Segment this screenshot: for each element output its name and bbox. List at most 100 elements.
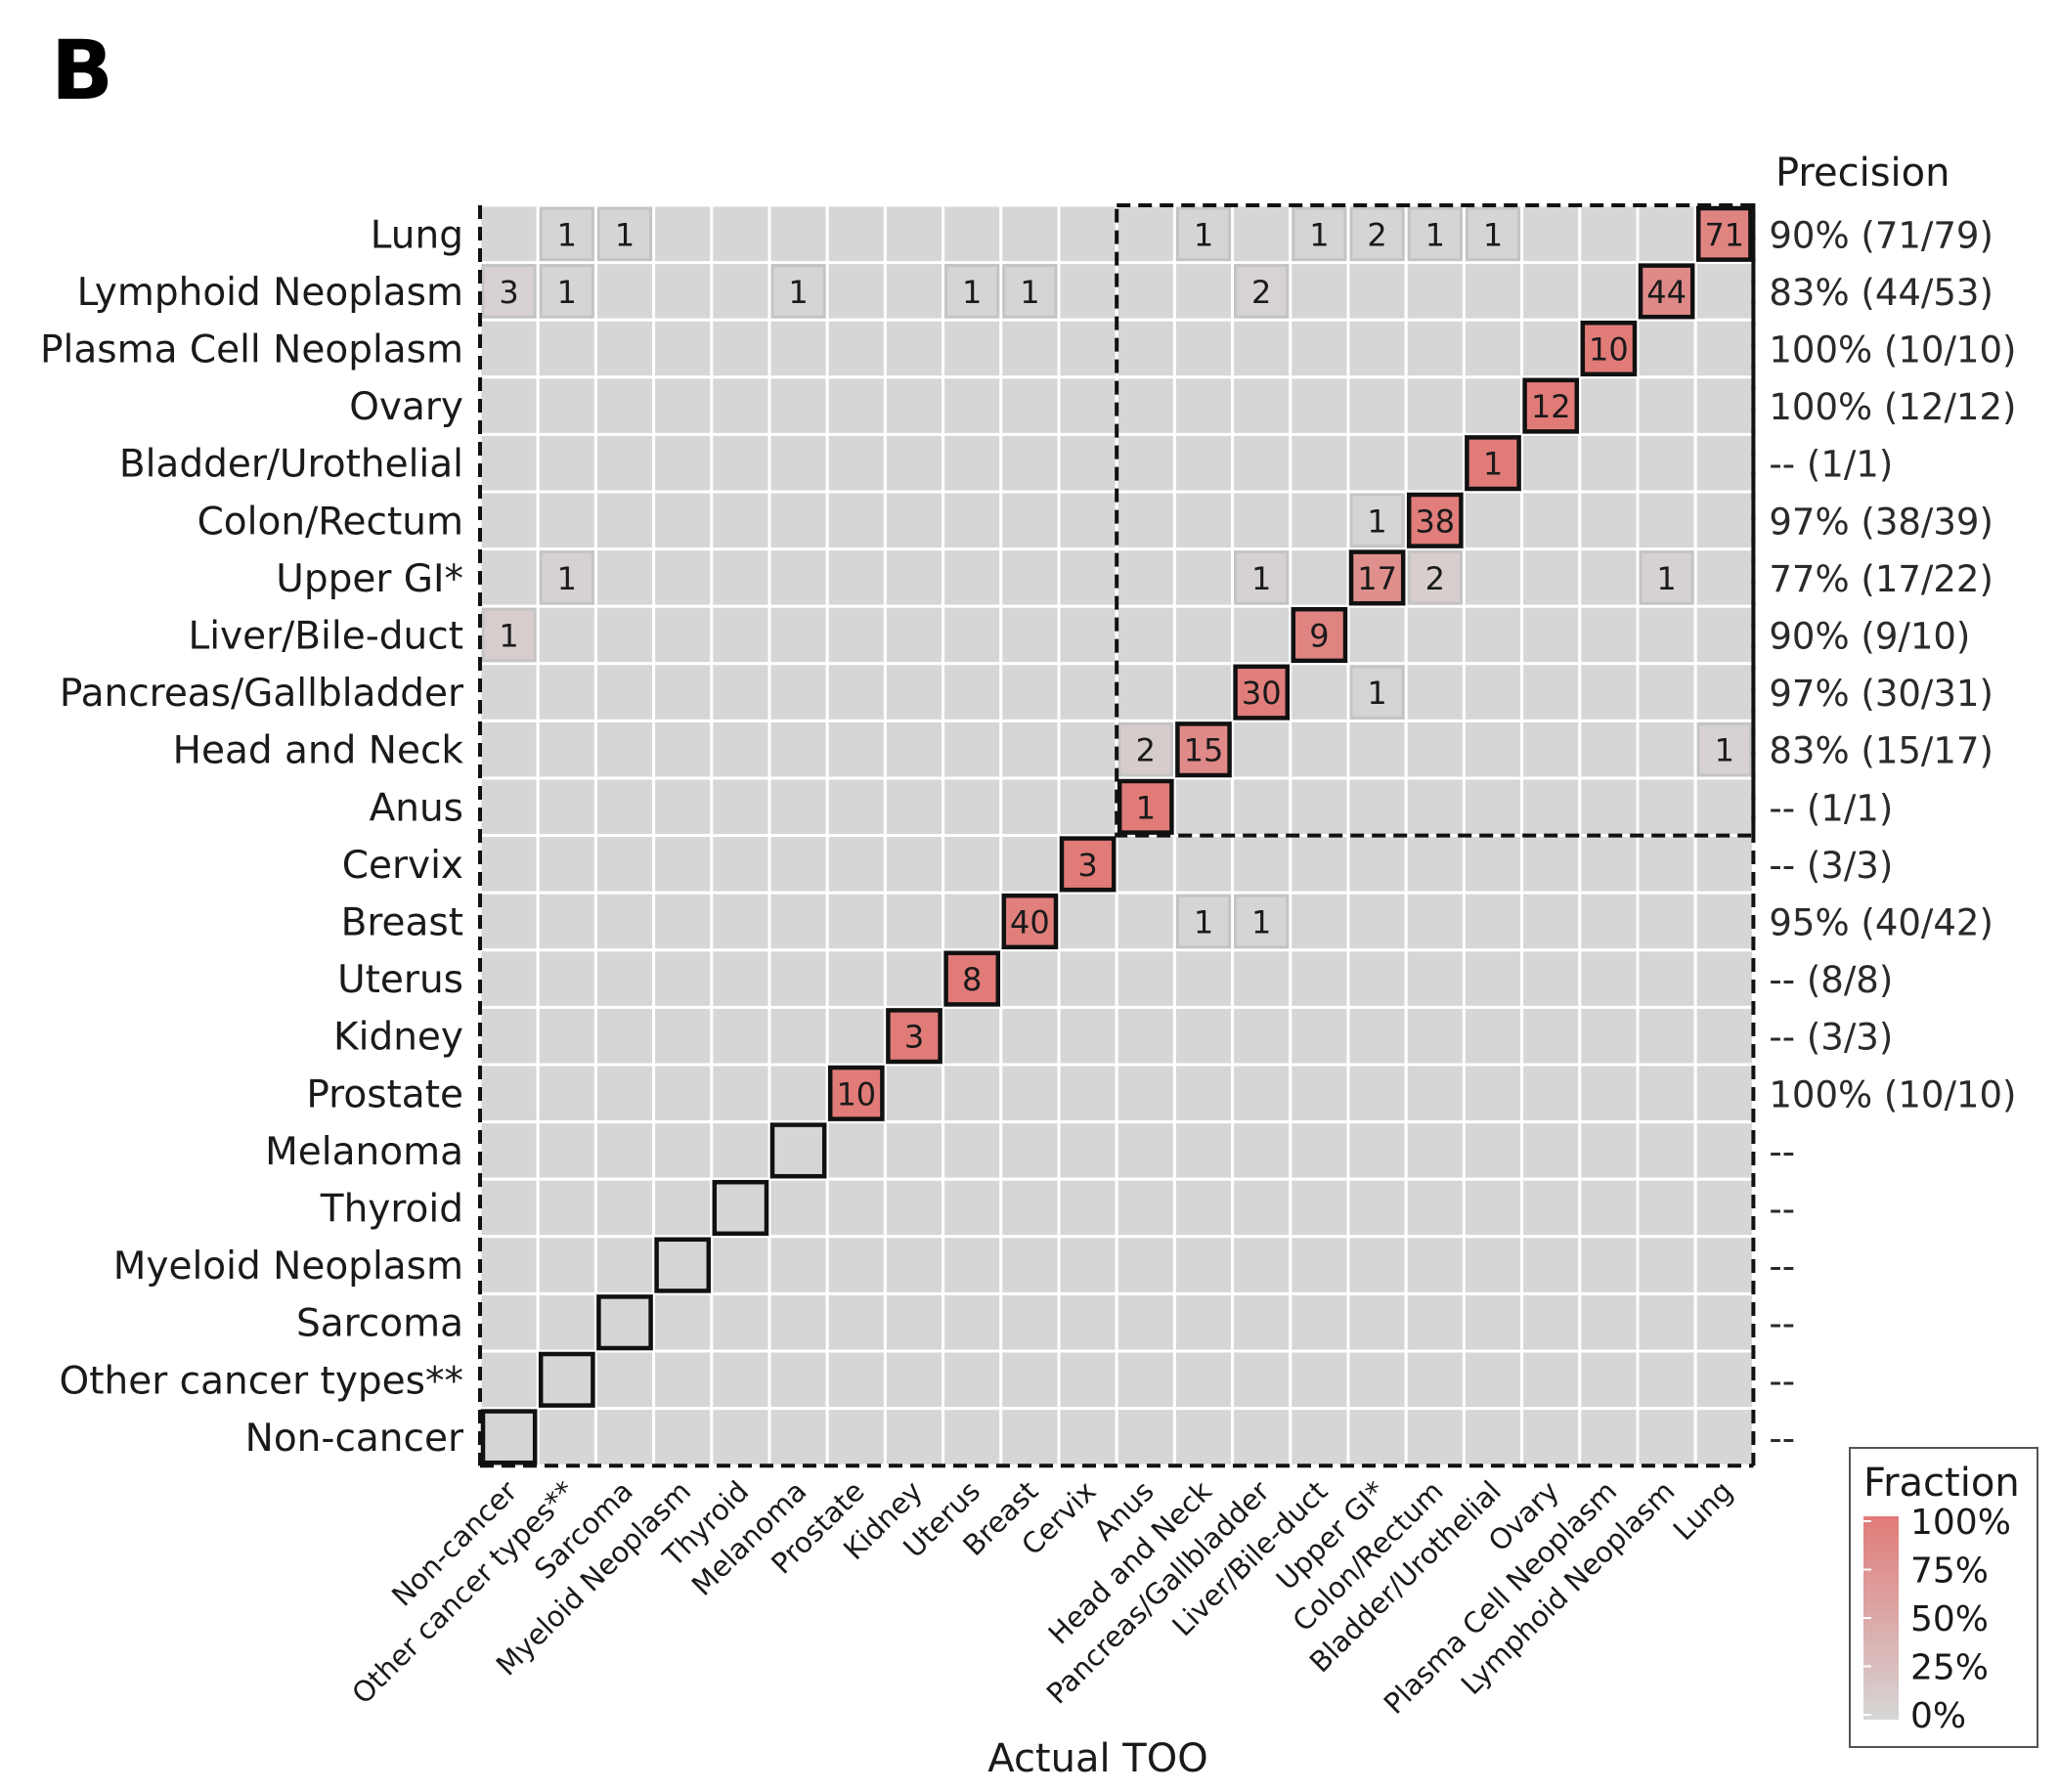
cell-outline [1234,550,1290,605]
cell-myeloid-neoplasm-x-plasma-cell-neoplasm [1578,1235,1640,1295]
cell-myeloid-neoplasm-x-melanoma [767,1235,829,1295]
cell-uterus-x-upper-gi [1346,948,1408,1009]
cell-lymphoid-neoplasm-x-lung [1693,261,1755,322]
cell-other-cancer-types-x-colon-rectum [1404,1349,1466,1411]
cell-colon-rectum-x-lung [1693,490,1755,551]
cell-bladder-urothelial-x-bladder-urothelial [1462,432,1524,494]
cell-upper-gi-x-head-and-neck [1172,547,1235,608]
y-tick-label: Myeloid Neoplasm [113,1245,463,1289]
cell-uterus-x-plasma-cell-neoplasm [1578,948,1640,1009]
cell-colon-rectum-x-liver-bile-duct [1289,490,1350,551]
cell-anus-x-lymphoid-neoplasm [1636,776,1697,838]
cell-outline [1349,665,1405,720]
cell-bladder-urothelial-x-lung [1693,432,1755,494]
cell-uterus-x-liver-bile-duct [1289,948,1350,1009]
cell-bladder-urothelial-x-breast [999,432,1061,494]
x-tick-label: Lung [1667,1474,1739,1547]
cell-myeloid-neoplasm-x-lymphoid-neoplasm [1636,1235,1697,1295]
cell-lymphoid-neoplasm-x-head-and-neck [1172,261,1235,322]
precision-value: -- [1769,1131,1795,1173]
cell-non-cancer-x-other-cancer-types [536,1407,597,1467]
cell-breast-x-other-cancer-types [536,891,597,952]
cell-lung-x-thyroid [710,203,771,265]
cell-uterus-x-head-and-neck [1172,948,1235,1009]
diagonal-box-upper-gi [1348,549,1406,606]
cell-plasma-cell-neoplasm-x-non-cancer [478,318,540,379]
cell-outline [770,264,826,319]
cell-liver-bile-duct-x-melanoma [767,604,829,666]
diagonal-box-sarcoma [596,1294,653,1351]
cell-non-cancer-x-ovary [1520,1407,1582,1467]
precision-value: 95% (40/42) [1769,902,1993,944]
cell-anus-x-ovary [1520,776,1582,838]
cell-value: 1 [1483,446,1503,483]
cell-thyroid-x-non-cancer [478,1177,540,1239]
cell-non-cancer-x-liver-bile-duct [1289,1407,1350,1467]
precision-value: -- [1769,1360,1795,1402]
cell-melanoma-x-ovary [1520,1120,1582,1181]
cell-bladder-urothelial-x-anus [1115,432,1176,494]
cell-colon-rectum-x-prostate [825,490,887,551]
cell-anus-x-cervix [1057,776,1118,838]
precision-value: 83% (44/53) [1769,272,1993,314]
cell-uterus-x-bladder-urothelial [1462,948,1524,1009]
cell-lung-x-melanoma [767,203,829,265]
dashed-region-box [1115,203,1756,838]
cell-lymphoid-neoplasm-x-uterus [942,261,1003,322]
cell-lymphoid-neoplasm-x-prostate [825,261,887,322]
cell-kidney-x-ovary [1520,1005,1582,1067]
cell-liver-bile-duct-x-upper-gi [1346,604,1408,666]
cell-liver-bile-duct-x-non-cancer [478,604,540,666]
cell-myeloid-neoplasm-x-cervix [1057,1235,1118,1295]
y-tick-label: Lymphoid Neoplasm [77,271,463,315]
cell-value: 2 [1251,274,1271,311]
cell-liver-bile-duct-x-bladder-urothelial [1462,604,1524,666]
cell-non-cancer-x-plasma-cell-neoplasm [1578,1407,1640,1467]
cell-kidney-x-lung [1693,1005,1755,1067]
cell-breast-x-plasma-cell-neoplasm [1578,891,1640,952]
cell-uterus-x-lymphoid-neoplasm [1636,948,1697,1009]
cell-bladder-urothelial-x-sarcoma [593,432,656,494]
cell-bladder-urothelial-x-upper-gi [1346,432,1408,494]
cell-pancreas-gallbladder-x-non-cancer [478,662,540,722]
cell-ovary-x-pancreas-gallbladder [1231,375,1292,436]
cell-colon-rectum-x-pancreas-gallbladder [1231,490,1292,551]
cell-uterus-x-melanoma [767,948,829,1009]
cell-myeloid-neoplasm-x-head-and-neck [1172,1235,1235,1295]
cell-bladder-urothelial-x-colon-rectum [1404,432,1466,494]
cell-breast-x-lymphoid-neoplasm [1636,891,1697,952]
cell-thyroid-x-kidney [883,1177,945,1239]
cell-myeloid-neoplasm-x-colon-rectum [1404,1235,1466,1295]
cell-melanoma-x-colon-rectum [1404,1120,1466,1181]
cell-liver-bile-duct-x-plasma-cell-neoplasm [1578,604,1640,666]
cell-head-and-neck-x-liver-bile-duct [1289,719,1350,780]
cell-sarcoma-x-colon-rectum [1404,1291,1466,1353]
cell-liver-bile-duct-x-prostate [825,604,887,666]
diagonal-box-liver-bile-duct [1291,606,1348,664]
y-tick-label: Liver/Bile-duct [188,615,463,659]
y-tick-label: Anus [370,786,463,830]
diagonal-box-myeloid-neoplasm [654,1237,712,1293]
cell-myeloid-neoplasm-x-bladder-urothelial [1462,1235,1524,1295]
cell-other-cancer-types-x-plasma-cell-neoplasm [1578,1349,1640,1411]
cell-prostate-x-cervix [1057,1063,1118,1124]
legend-title: Fraction [1863,1461,2020,1506]
cell-outline [539,550,594,605]
cell-other-cancer-types-x-sarcoma [593,1349,656,1411]
y-tick-label: Prostate [306,1072,463,1116]
cell-cervix-x-upper-gi [1346,834,1408,895]
cell-other-cancer-types-x-bladder-urothelial [1462,1349,1524,1411]
cell-sarcoma-x-upper-gi [1346,1291,1408,1353]
cell-non-cancer-x-prostate [825,1407,887,1467]
cell-non-cancer-x-sarcoma [593,1407,656,1467]
cell-upper-gi-x-ovary [1520,547,1582,608]
y-tick-label: Ovary [349,385,463,429]
cell-liver-bile-duct-x-anus [1115,604,1176,666]
cell-liver-bile-duct-x-breast [999,604,1061,666]
cell-myeloid-neoplasm-x-ovary [1520,1235,1582,1295]
legend-label: 25% [1910,1648,1989,1688]
diagonal-box-kidney [886,1008,942,1065]
cell-thyroid-x-breast [999,1177,1061,1239]
cell-other-cancer-types-x-liver-bile-duct [1289,1349,1350,1411]
diagonal-box-anus [1117,778,1174,835]
